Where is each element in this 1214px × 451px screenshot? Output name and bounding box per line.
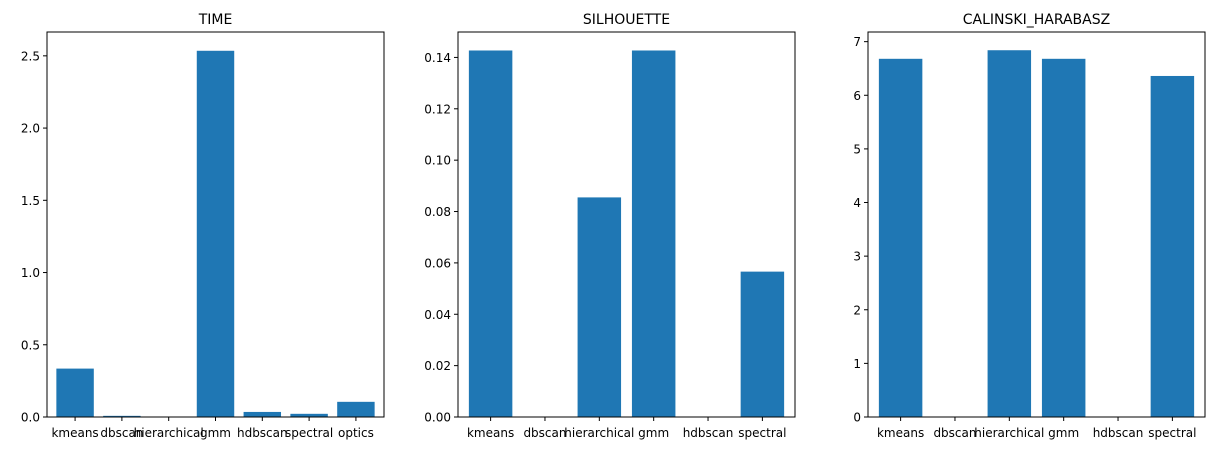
y-tick-label: 0.0: [21, 411, 40, 425]
y-tick-label: 0.14: [424, 51, 451, 65]
y-tick-label: 4: [853, 196, 861, 210]
y-tick-label: 1.0: [21, 266, 40, 280]
x-tick-label: kmeans: [877, 426, 924, 440]
y-tick-label: 0.06: [424, 256, 451, 270]
subplot-calinski-harabasz: CALINSKI_HARABASZ 0 1 2 3 4 5 6 7 kmeans dbscanhie…: [853, 12, 1206, 440]
y-tick-label: 2.5: [21, 49, 40, 63]
axes-frame: [867, 31, 1206, 418]
x-tick-label: gmm: [1048, 426, 1079, 440]
x-tick-label: dbscan: [523, 426, 566, 440]
y-tick-label: 0.5: [21, 338, 40, 352]
x-tick-label: gmm: [200, 426, 231, 440]
y-tick-label: 0.10: [424, 154, 451, 168]
x-tick-label: dbscan: [933, 426, 976, 440]
y-tick-label: 6: [853, 89, 861, 103]
x-tick-label: spectral: [1148, 426, 1196, 440]
y-tick-label: 0.04: [424, 308, 451, 322]
y-tick-label: 0.02: [424, 359, 451, 373]
x-tick-label: hierarchical: [564, 426, 634, 440]
y-tick-label: 7: [853, 35, 861, 49]
x-tick-label: hdbscan: [237, 426, 288, 440]
axes-frame: [46, 31, 385, 418]
axes-frame: [457, 31, 796, 418]
x-tick-label: hdbscan: [683, 426, 734, 440]
x-tick-label: optics: [338, 426, 374, 440]
y-tick-label: 0.00: [424, 411, 451, 425]
y-tick-label: 0: [853, 411, 861, 425]
bar-hdbscan: [243, 411, 282, 417]
bar-hierarchical: [987, 50, 1032, 417]
y-tick-label: 3: [853, 250, 861, 264]
x-tick-label: hdbscan: [1093, 426, 1144, 440]
subplot-title: TIME: [198, 12, 233, 28]
bar-spectral: [740, 271, 785, 417]
x-tick-label: kmeans: [51, 426, 98, 440]
subplot-title: SILHOUETTE: [583, 12, 670, 28]
bar-kmeans: [878, 58, 923, 418]
y-tick-label: 1.5: [21, 194, 40, 208]
y-tick-label: 1: [853, 357, 861, 371]
x-tick-label: hierarchical: [974, 426, 1044, 440]
x-tick-label: dbscan: [100, 426, 143, 440]
y-tick-label: 0.08: [424, 205, 451, 219]
x-tick-label: kmeans: [467, 426, 514, 440]
x-tick-label: spectral: [285, 426, 333, 440]
bar-gmm: [1041, 58, 1086, 418]
subplot-time: TIME 0.0 0.5 1.0 1.5 2.0 2.5 kmeans dbscanhierar…: [21, 12, 385, 440]
bar-gmm: [196, 50, 235, 417]
bar-optics: [337, 401, 375, 417]
bar-hierarchical: [577, 197, 622, 417]
y-tick-label: 2: [853, 303, 861, 317]
bar-gmm: [631, 50, 676, 418]
bar-spectral: [1150, 75, 1195, 417]
y-tick-label: 0.12: [424, 102, 451, 116]
y-tick-label: 5: [853, 142, 861, 156]
x-tick-label: hierarchical: [134, 426, 204, 440]
y-tick-label: 2.0: [21, 122, 40, 136]
subplot-title: CALINSKI_HARABASZ: [963, 12, 1110, 28]
x-tick-label: gmm: [638, 426, 669, 440]
x-tick-label: spectral: [738, 426, 786, 440]
subplot-silhouette: SILHOUETTE 0.00 0.02 0.04 0.06 0.08 0.10 0.12 0.…: [424, 12, 796, 440]
bar-dbscan: [103, 415, 141, 417]
bar-spectral: [290, 413, 328, 417]
bar-kmeans: [56, 368, 94, 417]
bar-kmeans: [468, 50, 513, 418]
